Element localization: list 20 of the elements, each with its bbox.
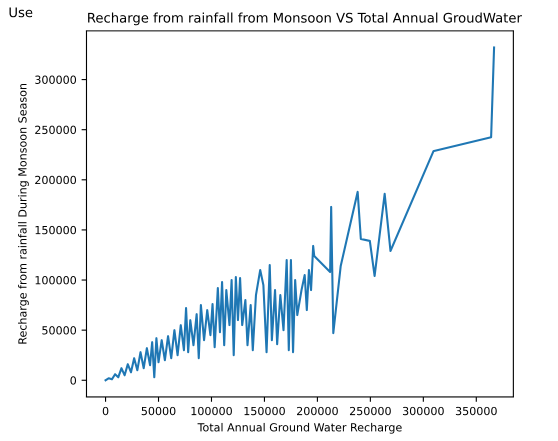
y-tick-label: 300000 [35,76,76,84]
x-tick-label: 0 [102,406,108,416]
y-tick-label: 200000 [35,176,76,184]
chart-title: Recharge from rainfall from Monsoon VS Total Annual GroudWater [88,12,522,26]
x-tick-label: 100000 [191,406,232,416]
text: Use [10,7,32,18]
x-tick-label: 50000 [142,406,176,416]
x-tick-label: 250000 [350,406,391,416]
x-tick-label: 200000 [297,406,338,416]
y-tick-label: 250000 [35,126,76,134]
line-series [104,46,496,382]
y-tick-label: 100000 [36,276,76,284]
x-axis-title: Total Annual Ground Water Recharge [198,422,402,434]
y-tick-label: 0 [70,376,76,385]
y-tick-label: 50000 [42,326,76,335]
x-tick-label: 150000 [244,406,285,416]
y-axis-title: Recharge from rainfall During Monsoon Season [18,84,29,344]
y-tick-label: 150000 [36,226,76,234]
x-tick-label: 350000 [456,406,497,416]
x-tick-label: 300000 [402,406,444,416]
